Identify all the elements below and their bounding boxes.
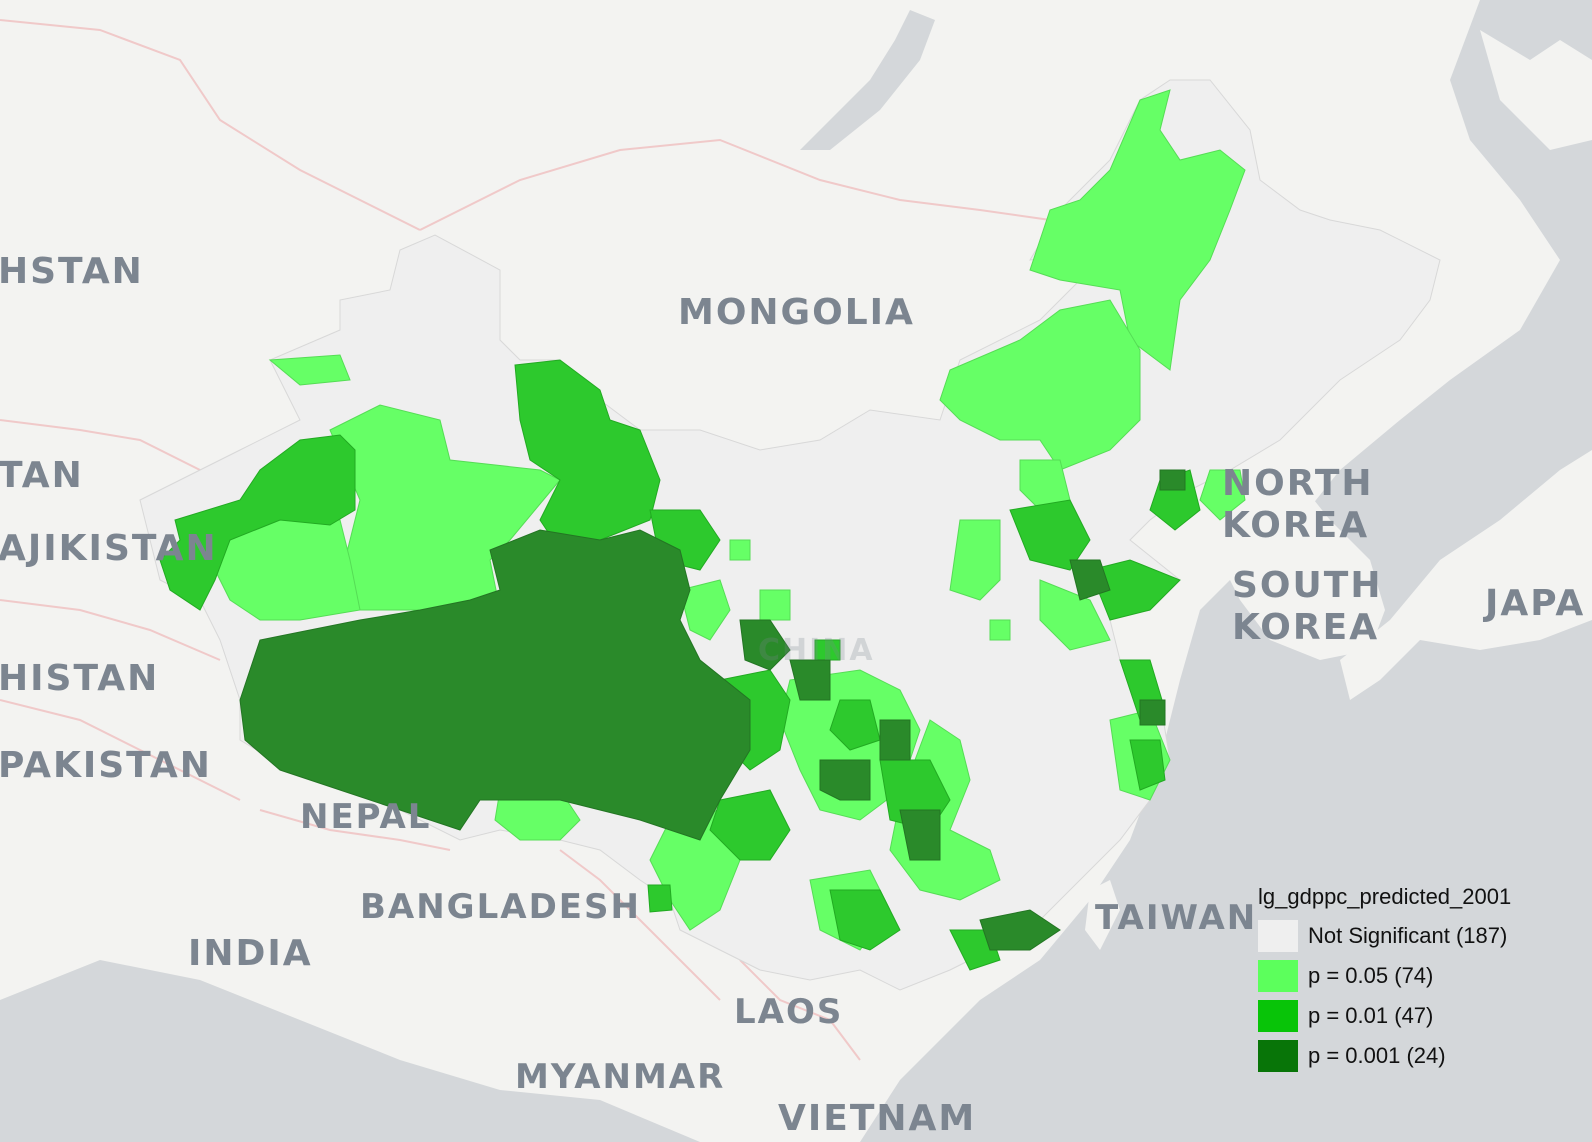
region-chongqing-b[interactable] [819,759,871,801]
region-liaoning[interactable] [1199,469,1246,521]
legend-swatch [1258,920,1298,952]
label-histan: HISTAN [0,658,159,699]
region-xinjiang-north[interactable] [268,354,351,386]
country-borders [0,19,1091,1061]
label-china: CHINA [758,633,875,668]
region-xinjiang-west[interactable] [159,434,356,611]
region-hunan-b[interactable] [899,809,941,861]
region-xinjiang-east[interactable] [514,359,661,551]
label-pakistan: PAKISTAN [0,745,212,786]
label-vietnam: VIETNAM [778,1098,976,1139]
region-henan-b[interactable] [814,639,841,661]
legend-label: Not Significant (187) [1308,923,1508,948]
legend-item-p005: p = 0.05 (74) [1258,956,1568,996]
region-gansu-a[interactable] [679,579,731,641]
legend-label: p = 0.01 (47) [1308,1003,1434,1028]
legend-swatch [1258,960,1298,992]
label-mongolia: MONGOLIA [678,292,915,333]
legend: lg_gdppc_predicted_2001 Not Significant … [1258,884,1568,1076]
region-zhejiang[interactable] [1129,739,1166,791]
label-hstan: HSTAN [0,251,144,292]
region-guangdong[interactable] [979,909,1061,951]
korea-land [1195,455,1385,660]
legend-item-p0001: p = 0.001 (24) [1258,1036,1568,1076]
label-south-korea-line2: KOREA [1232,607,1379,648]
region-guizhou[interactable] [829,889,901,951]
region-hebei[interactable] [949,519,1001,601]
label-ajikistan: AJIKISTAN [0,528,218,569]
region-yunnan-west[interactable] [647,884,673,913]
region-hubei-b[interactable] [879,719,911,761]
region-ningxia[interactable] [789,659,831,701]
sig-p0001-regions [239,469,1186,951]
region-qinghai[interactable] [239,529,751,841]
region-sichuan-south[interactable] [709,789,791,861]
label-south-korea: SOUTH KOREA [1232,565,1397,648]
sig-p005-regions [214,89,1246,951]
legend-title: lg_gdppc_predicted_2001 [1258,884,1512,909]
label-laos: LAOS [734,992,843,1032]
lake-baikal [800,10,935,150]
label-south-korea-line: SOUTH [1232,565,1382,606]
region-shaanxi-b[interactable] [739,619,791,671]
label-india: INDIA [188,933,313,974]
label-bangladesh: BANGLADESH [360,887,641,927]
region-gansu-b[interactable] [729,539,751,561]
region-inner-mongolia[interactable] [939,299,1141,471]
sea-south [0,960,700,1142]
japan-land [1340,450,1592,700]
label-nepal: NEPAL [300,797,431,837]
region-tianjin[interactable] [1069,559,1111,601]
legend-swatch [1258,1000,1298,1032]
sea-east [860,0,1592,1142]
region-henan[interactable] [989,619,1011,641]
legend-label: p = 0.001 (24) [1308,1043,1446,1068]
legend-swatch [1258,1040,1298,1072]
region-jiangsu-b[interactable] [1139,699,1166,726]
japan-north [1480,30,1592,150]
region-shandong-b[interactable] [1089,559,1181,621]
label-north-korea-line2: KOREA [1222,505,1369,546]
label-taiwan: TAIWAN [1095,898,1257,938]
taiwan-island [1085,880,1120,950]
region-chongqing[interactable] [829,699,881,751]
legend-item-p001: p = 0.01 (47) [1258,996,1568,1036]
region-northeast[interactable] [1029,89,1246,371]
region-beijing-area[interactable] [1009,499,1091,571]
label-japan: JAPA [1482,583,1585,624]
legend-label: p = 0.05 (74) [1308,963,1434,988]
label-north-korea: NORTH KOREA [1222,463,1388,546]
legend-item-not-significant: Not Significant (187) [1258,916,1568,956]
label-tan: TAN [0,455,84,496]
label-north-korea-line: NORTH [1222,463,1374,504]
country-labels: HSTAN TAN AJIKISTAN HISTAN PAKISTAN NEPA… [0,251,1585,1139]
label-myanmar: MYANMAR [515,1057,725,1097]
region-liaoning-c[interactable] [1159,469,1186,491]
region-shaanxi[interactable] [759,589,791,621]
hainan-island [890,1000,945,1050]
